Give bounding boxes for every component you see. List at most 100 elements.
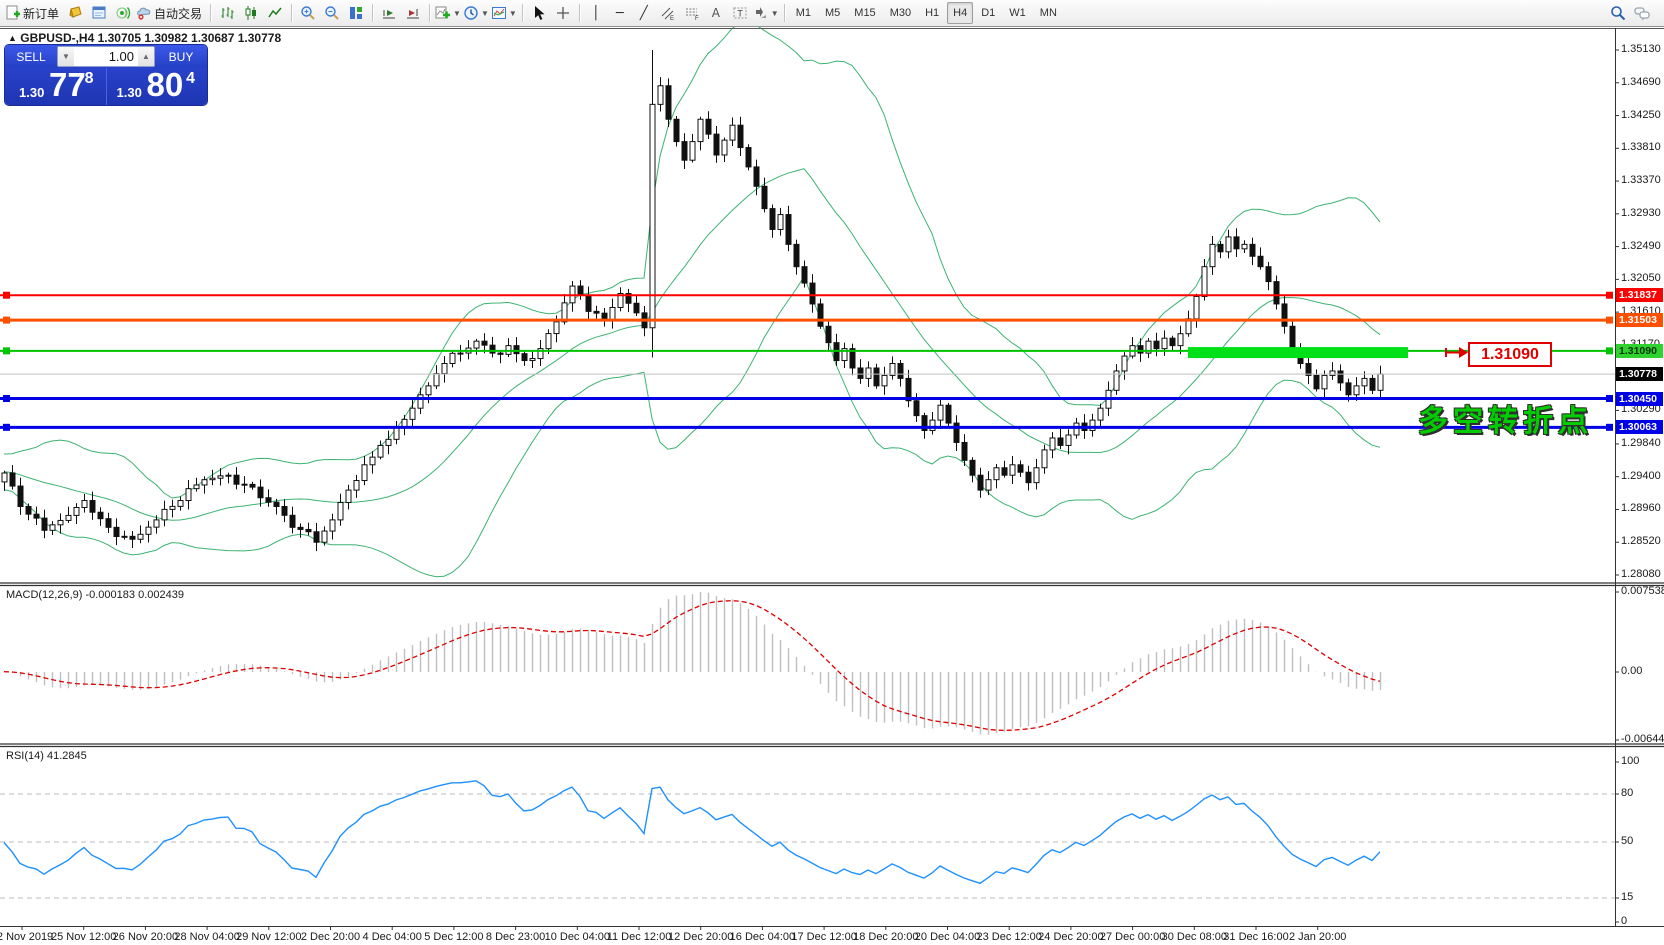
candlestick-chart-button[interactable] [240, 2, 262, 24]
candle-body [385, 438, 392, 446]
line-handle[interactable] [1606, 423, 1613, 431]
macd-axis-label: 0.00 [1621, 665, 1643, 677]
bollinger-middle-band [3, 168, 1381, 521]
timeframe-button-h1[interactable]: H1 [925, 7, 940, 19]
line-handle[interactable] [1606, 395, 1613, 403]
chat-button[interactable] [1631, 2, 1653, 24]
rsi-line [3, 780, 1381, 885]
buy-price[interactable]: 1.30 80 4 [116, 66, 196, 103]
annotation-text[interactable]: 多空转折点 [1418, 404, 1593, 439]
tile-windows-button[interactable] [345, 2, 367, 24]
candle-body [1193, 295, 1200, 320]
horizontal-line-tool-button[interactable]: ─ [609, 2, 631, 24]
profile-button[interactable] [64, 2, 86, 24]
candle-body [113, 526, 120, 538]
candle-body [1313, 374, 1320, 390]
line-handle[interactable] [1606, 316, 1613, 324]
line-handle[interactable] [3, 423, 10, 431]
auto-scroll-icon [381, 5, 397, 21]
candle-body [1377, 373, 1384, 391]
candle-body [273, 501, 280, 507]
crosshair-icon [555, 5, 571, 21]
fibonacci-tool-button[interactable]: F [681, 2, 703, 24]
signals-button[interactable] [112, 2, 134, 24]
chart-shift-icon [405, 5, 421, 21]
line-handle[interactable] [3, 395, 10, 403]
volume-value[interactable]: 1.00 [108, 49, 134, 64]
zoom-out-button[interactable] [321, 2, 343, 24]
sell-price[interactable]: 1.30 77 8 [5, 66, 107, 105]
search-button[interactable] [1607, 2, 1629, 24]
candle-body [1361, 377, 1368, 387]
timeframe-button-m5[interactable]: M5 [825, 7, 841, 19]
cursor-tool-button[interactable] [528, 2, 550, 24]
window-icon [91, 5, 107, 21]
market-watch-button[interactable] [88, 2, 110, 24]
candle-body [201, 479, 208, 486]
candle-body [825, 325, 832, 344]
timeframe-button-m1[interactable]: M1 [795, 7, 811, 19]
price-axis-label: 1.35130 [1621, 43, 1661, 55]
indicators-button[interactable]: ▼ [435, 2, 461, 24]
templates-button[interactable]: ▼ [491, 2, 517, 24]
timeframe-button-h4[interactable]: H4 [947, 2, 974, 24]
candle-body [417, 394, 424, 409]
candle-body [1353, 385, 1360, 396]
line-handle[interactable] [3, 291, 10, 299]
timeframe-button-m30[interactable]: M30 [889, 7, 912, 19]
timeframe-button-mn[interactable]: MN [1039, 7, 1057, 19]
new-order-button[interactable]: 新订单 [5, 2, 62, 24]
candle-body [153, 519, 160, 528]
volume-down-button[interactable]: ▼ [58, 47, 74, 66]
line-handle[interactable] [1606, 347, 1613, 355]
collapse-marker-icon[interactable]: ▲ [8, 33, 17, 43]
periods-button[interactable]: ▼ [463, 2, 489, 24]
candle-body [705, 118, 712, 135]
bar-chart-button[interactable] [216, 2, 238, 24]
candle-body [929, 419, 936, 432]
timeframe-button-w1[interactable]: W1 [1009, 7, 1026, 19]
auto-scroll-button[interactable] [378, 2, 400, 24]
toolbar: 新订单 自动交易 [0, 0, 1664, 27]
support-band[interactable] [1188, 347, 1408, 359]
price-axis-label: 1.32050 [1621, 272, 1661, 285]
candle-body [1265, 266, 1272, 283]
chart-shift-button[interactable] [402, 2, 424, 24]
crosshair-tool-button[interactable] [552, 2, 574, 24]
autotrading-button[interactable]: 自动交易 [136, 2, 205, 24]
candle-body [777, 214, 784, 230]
gold-profile-icon [67, 5, 83, 21]
line-handle[interactable] [1606, 291, 1613, 299]
candle-body [377, 444, 384, 458]
volume-field: ▼ 1.00 ▲ [57, 46, 155, 67]
timeframe-button-d1[interactable]: D1 [981, 7, 996, 19]
line-handle[interactable] [3, 316, 10, 324]
arrows-tool-button[interactable]: ▼ [753, 2, 779, 24]
line-chart-button[interactable] [264, 2, 286, 24]
autotrading-label: 自动交易 [154, 6, 203, 21]
candle-body [1073, 422, 1080, 436]
sell-button[interactable]: SELL [5, 45, 57, 68]
channel-tool-button[interactable]: E [657, 2, 679, 24]
volume-up-button[interactable]: ▲ [138, 47, 154, 66]
cursor-icon [531, 5, 547, 21]
candle-body [169, 505, 176, 510]
candle-body [1329, 370, 1336, 376]
candle-body [873, 367, 880, 387]
candle-body [865, 367, 872, 379]
buy-button[interactable]: BUY [155, 45, 207, 68]
trendline-tool-button[interactable]: ╱ [633, 2, 655, 24]
price-badge: 1.31503 [1616, 313, 1663, 328]
vertical-line-tool-button[interactable]: │ [585, 2, 607, 24]
label-tool-button[interactable]: T [729, 2, 751, 24]
candle-body [49, 524, 56, 531]
candle-body [1121, 355, 1128, 372]
price-callout[interactable]: 1.31090 [1468, 342, 1552, 367]
candle-body [353, 480, 360, 491]
text-tool-button[interactable]: A [705, 2, 727, 24]
vertical-line-icon: │ [591, 5, 600, 21]
zoom-in-button[interactable] [297, 2, 319, 24]
timeframe-button-m15[interactable]: M15 [854, 7, 876, 19]
line-handle[interactable] [3, 347, 10, 355]
